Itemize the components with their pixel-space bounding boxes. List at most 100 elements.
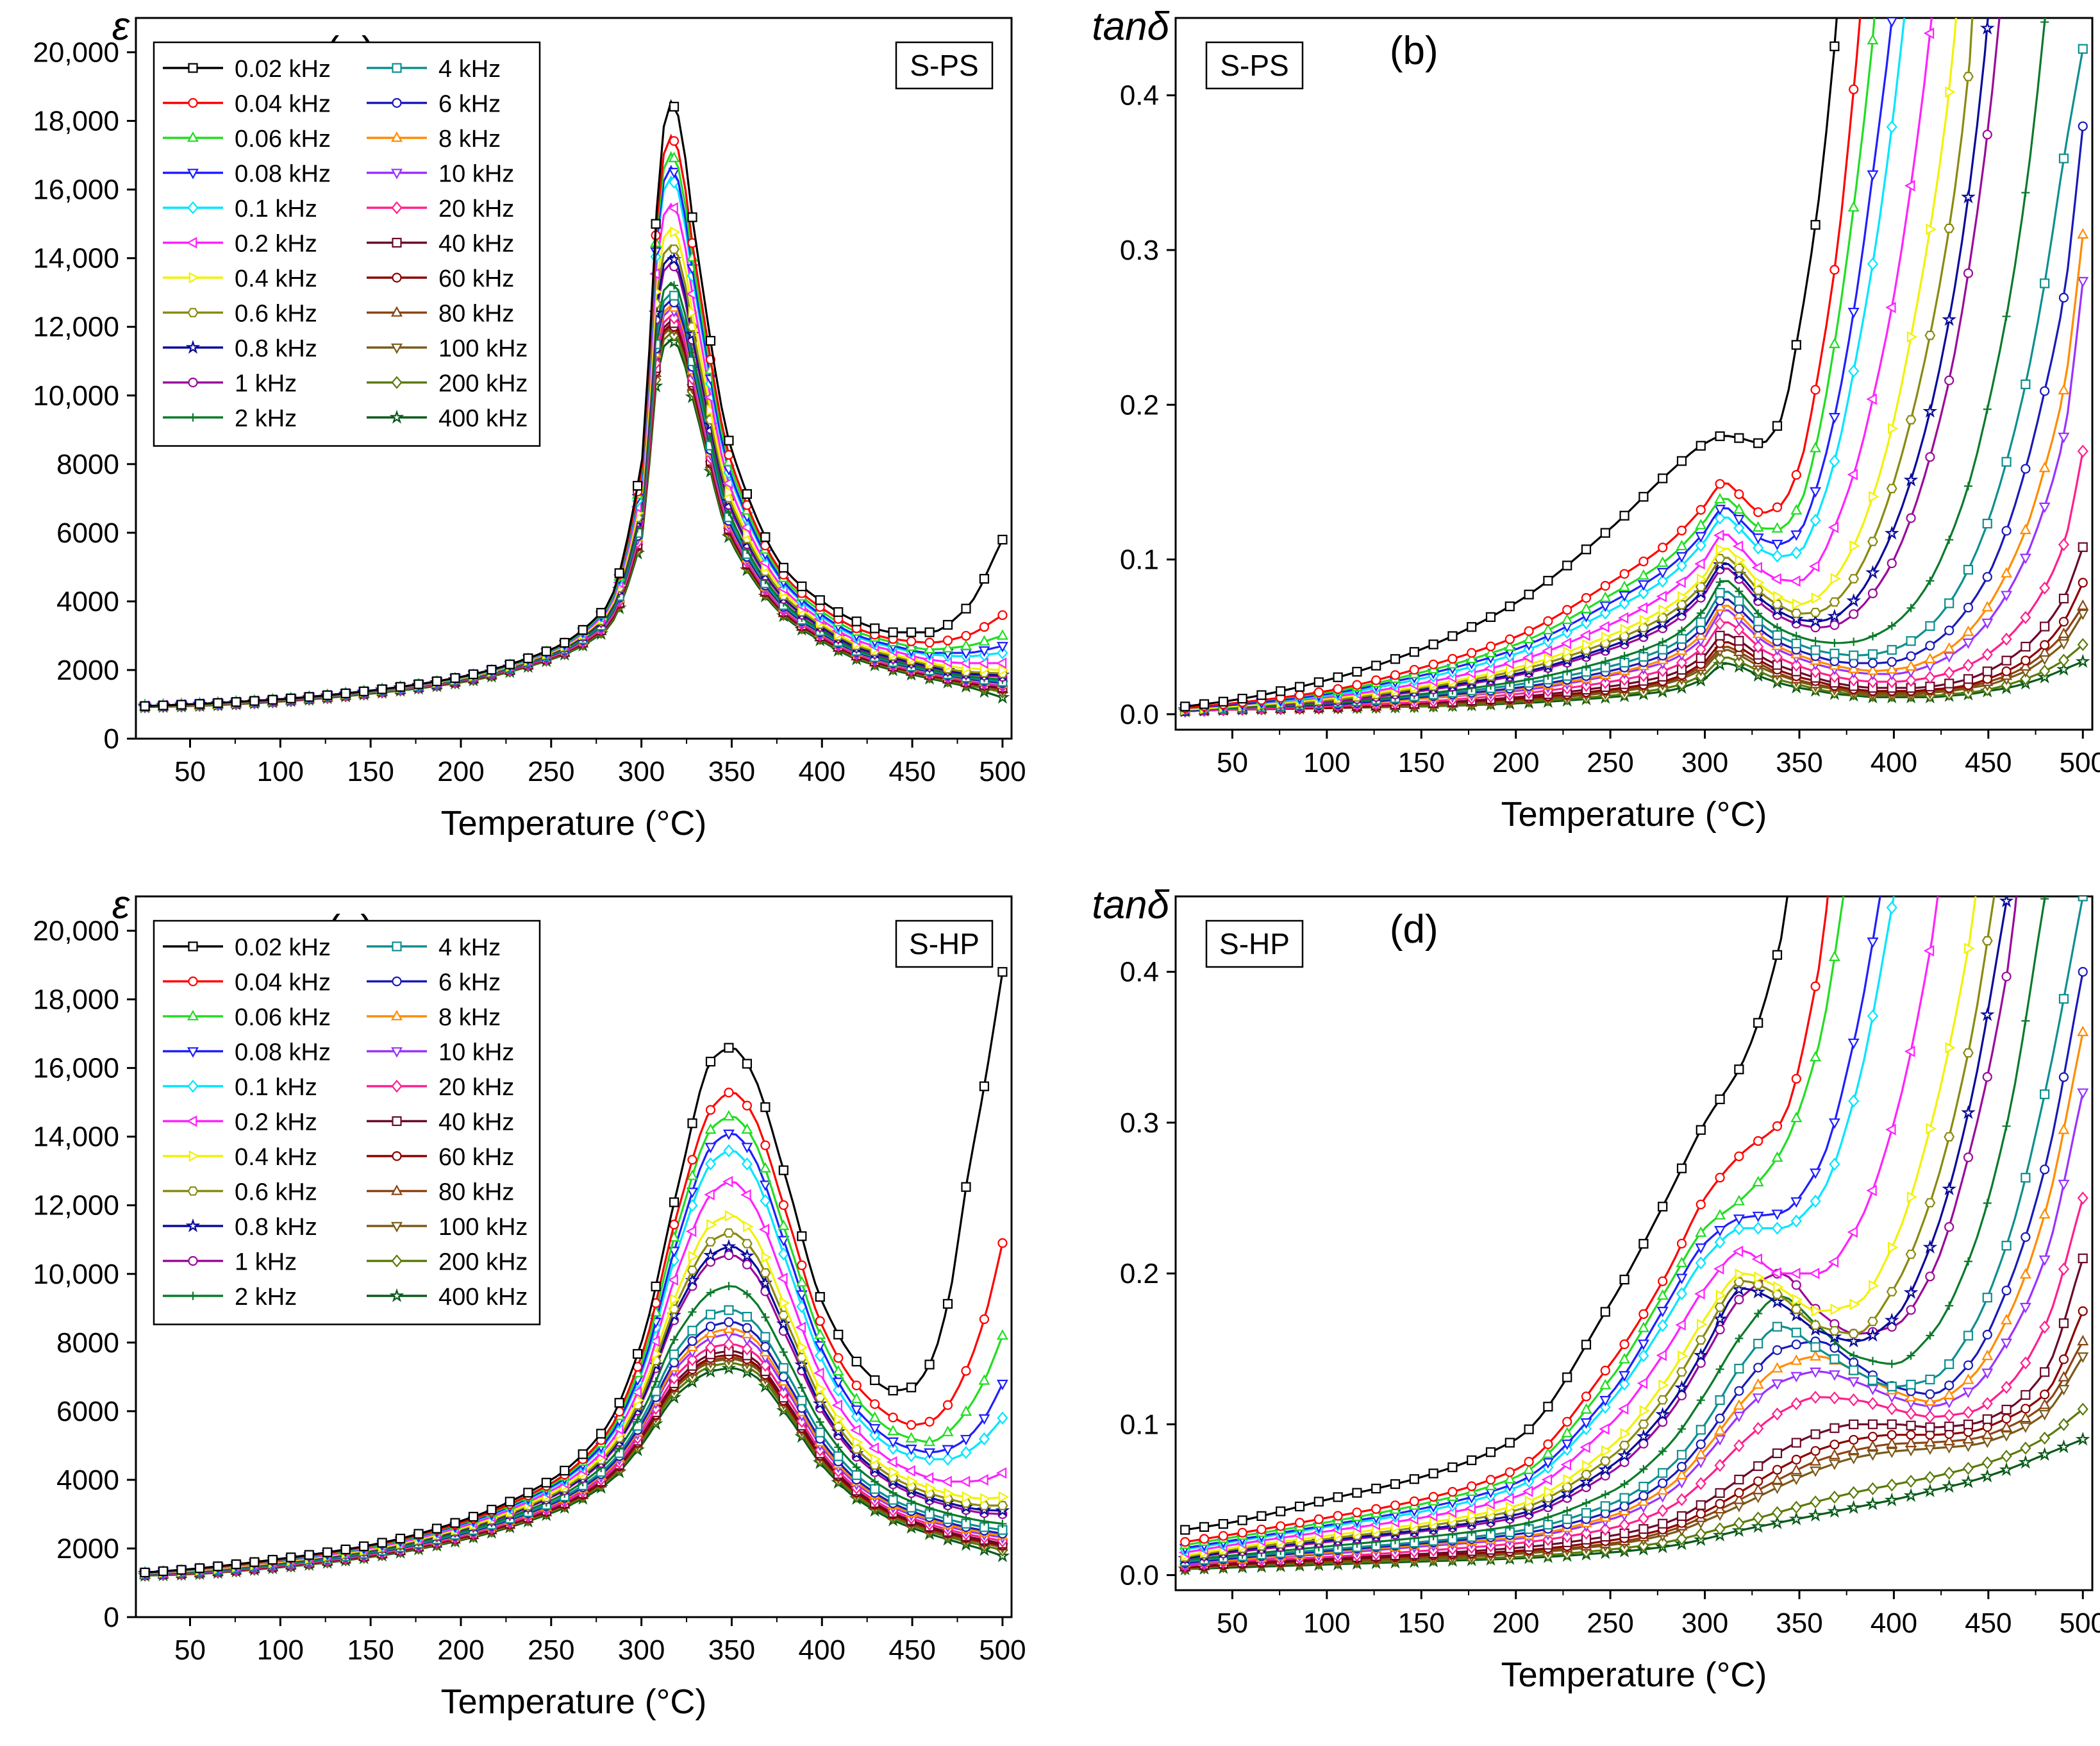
data-point [2058,383,2070,395]
data-point [1735,1268,1746,1280]
data-point [1524,626,1534,636]
data-point [1790,530,1803,541]
data-point [1600,1307,1610,1317]
data-point [1561,1440,1573,1450]
data-point [1658,637,1667,646]
data-point [231,697,242,707]
data-point [1810,1446,1821,1456]
data-point [1638,1512,1649,1525]
x-tick-label: 400 [799,756,846,787]
data-point [1867,537,1878,546]
data-point [960,1446,972,1459]
data-point [741,1342,753,1356]
data-point [1714,1302,1726,1312]
data-point [1180,1537,1190,1547]
data-point [2021,1173,2031,1183]
data-point [1448,1513,1459,1525]
data-point [1810,665,1821,678]
x-axis-title: Temperature (°C) [1501,1656,1767,1694]
legend-item: 200 kHz [367,1249,528,1276]
data-point [1828,950,1840,961]
data-point [1676,1493,1688,1506]
data-point [851,1356,862,1367]
data-point [670,1335,679,1344]
data-point [997,1238,1008,1248]
data-point [1906,636,1916,646]
data-point [831,1399,843,1411]
series-0-04-kHz [1180,18,1862,713]
data-point [1658,1202,1668,1212]
data-point [743,1220,754,1232]
sample-tag: S-HP [895,919,994,968]
data-point [1811,592,1822,604]
data-point [1905,1249,1917,1259]
data-point [1715,1172,1725,1183]
data-point [1906,1379,1916,1389]
legend-label: 0.1 kHz [235,1074,317,1101]
data-point [1982,666,1992,676]
data-point [724,1305,734,1315]
data-point [1847,1038,1860,1050]
data-point [322,690,333,700]
legend-item: 2 kHz [163,405,297,432]
data-point [1829,669,1840,684]
legend-label: 8 kHz [438,126,501,153]
data-point [688,306,699,319]
data-point [942,1445,954,1456]
data-point [1714,1236,1726,1249]
data-point [1639,1465,1648,1473]
data-point [1943,1388,1955,1400]
data-point [1810,1350,1822,1361]
data-point [1658,1417,1668,1427]
data-point [1714,1424,1726,1435]
data-point [1522,1485,1533,1497]
data-point [1599,591,1612,602]
data-point [1849,1298,1860,1311]
data-point [1714,1209,1726,1220]
data-point [924,627,935,637]
data-point [1790,1500,1802,1514]
data-point [1771,1473,1783,1484]
data-point [1772,630,1783,641]
data-point [1352,680,1362,690]
data-point [1906,1430,1916,1440]
data-point [668,151,680,162]
data-point [1676,558,1688,573]
legend-marker [389,410,404,424]
data-point [1734,1363,1744,1374]
x-tick-label: 100 [1303,747,1350,778]
legend-item: 400 kHz [367,405,528,432]
data-point [1884,1492,1899,1507]
data-point [779,1297,790,1309]
data-point [996,1329,1008,1340]
data-point [961,1182,971,1192]
data-point [340,688,351,698]
data-point [760,1194,771,1207]
y-tick-label: 6000 [56,1396,119,1427]
data-point [1751,562,1762,574]
data-point [1676,1287,1688,1300]
data-point [1810,1429,1821,1440]
data-point [1829,1354,1840,1364]
data-point [1848,364,1860,378]
data-point [723,1338,735,1351]
x-tick-label: 300 [1681,747,1728,778]
legend-label: 0.2 kHz [235,1109,317,1136]
data-point [1865,1327,1880,1342]
data-point [1772,502,1783,512]
legend-marker [187,201,199,215]
data-point [1772,1465,1783,1475]
data-point [1734,1151,1744,1161]
data-point [669,290,679,301]
data-point [1600,1501,1610,1511]
data-point [1313,677,1324,687]
x-tick-label: 500 [2060,1607,2100,1639]
data-point [1865,1496,1880,1511]
data-point [267,1554,278,1565]
data-point [1715,630,1725,641]
data-point [1754,576,1765,589]
legend-marker [390,1221,403,1233]
data-point [741,1239,753,1248]
data-point [1791,1327,1801,1338]
